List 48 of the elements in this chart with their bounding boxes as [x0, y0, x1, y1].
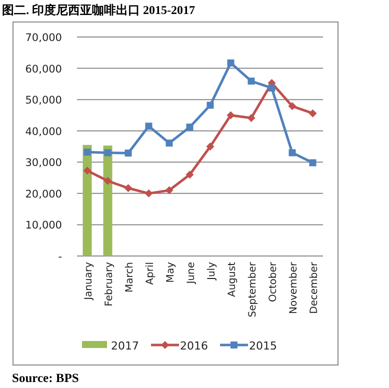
y-tick-label: 20,000: [25, 188, 62, 200]
point: [288, 149, 296, 156]
legend-label: 2015: [249, 340, 277, 352]
point: [186, 124, 194, 131]
point: [309, 159, 316, 166]
point: [104, 149, 112, 156]
y-tick-label: 40,000: [25, 126, 62, 138]
point: [206, 142, 214, 150]
x-tick-label: January: [83, 262, 94, 301]
x-tick-label: March: [124, 262, 136, 292]
x-tick-label: September: [247, 261, 258, 318]
point: [288, 102, 296, 110]
point: [206, 102, 214, 109]
point: [104, 176, 112, 185]
point: [308, 109, 317, 118]
x-tick-label: December: [308, 261, 320, 314]
y-tick-label: 50,000: [25, 94, 62, 107]
y-tick-label: 60,000: [25, 63, 62, 76]
x-tick-label: November: [288, 261, 300, 314]
x-tick-label: April: [144, 262, 156, 285]
legend-label: 2016: [180, 340, 208, 352]
point: [268, 84, 276, 92]
point: [84, 148, 91, 156]
y-tick-label: -: [58, 251, 62, 263]
point: [124, 150, 132, 157]
point: [247, 114, 256, 122]
chart-title: 图二. 印度尼西亚咖啡出口 2015-2017: [2, 3, 195, 17]
point: [145, 122, 152, 130]
point: [124, 184, 132, 192]
legend-label: 2017: [111, 340, 139, 352]
point: [226, 111, 235, 120]
point: [186, 170, 194, 179]
x-tick-label: May: [165, 262, 176, 283]
y-tick-label: 30,000: [25, 157, 62, 170]
y-tick-label: 70,000: [25, 32, 62, 44]
x-tick-label: February: [104, 262, 115, 306]
point: [248, 78, 255, 85]
source-note: Source: BPS: [12, 371, 79, 385]
x-tick-label: July: [206, 262, 218, 281]
point: [144, 189, 153, 198]
point: [165, 186, 174, 194]
point: [166, 140, 173, 147]
point: [227, 59, 234, 66]
x-tick-label: October: [268, 261, 279, 302]
y-tick-label: 10,000: [25, 220, 62, 232]
x-tick-label: August: [226, 262, 238, 297]
x-tick-label: June: [186, 262, 197, 285]
point: [83, 166, 92, 175]
